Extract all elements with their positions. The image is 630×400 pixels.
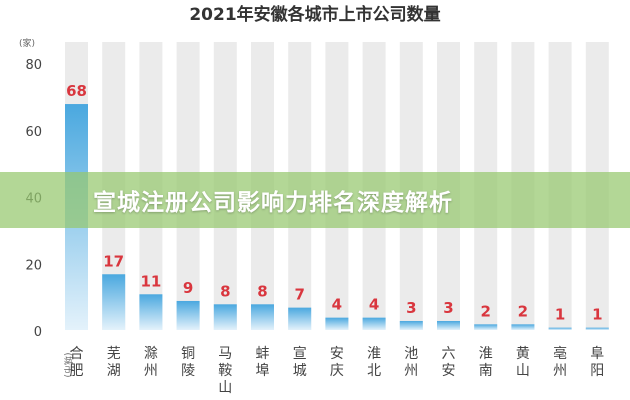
title-banner: 宣城注册公司影响力排名深度解析	[0, 172, 630, 228]
category-label: 马鞍山	[218, 346, 232, 396]
bar-芜湖	[102, 274, 126, 330]
category-label: 黄山	[516, 345, 530, 379]
y-tick-label: 60	[25, 125, 42, 140]
category-label: 安庆	[330, 346, 344, 379]
category-label: 阜阳	[590, 345, 604, 379]
bar-马鞍山	[213, 304, 237, 330]
value-label: 7	[294, 286, 304, 304]
value-label: 3	[406, 299, 416, 317]
category-label: 淮北	[367, 346, 381, 379]
bar-六安	[437, 320, 460, 330]
value-label: 1	[555, 306, 565, 324]
banner-text: 宣城注册公司影响力排名深度解析	[93, 190, 453, 216]
value-label: 68	[66, 82, 87, 100]
category-label: 合肥	[70, 346, 84, 379]
value-label: 8	[257, 282, 267, 300]
chart-title: 2021年安徽各城市上市公司数量	[189, 4, 440, 25]
bar-淮南	[474, 324, 498, 330]
value-label: 4	[332, 296, 342, 314]
bar-淮北	[362, 317, 386, 330]
value-label: 4	[369, 296, 379, 314]
category-label: 芜湖	[107, 345, 121, 379]
value-label: 17	[103, 252, 124, 270]
category-label: 铜陵	[181, 346, 195, 379]
bar-蚌埠	[251, 304, 274, 330]
value-label: 8	[220, 282, 230, 300]
y-tick-label: 80	[25, 58, 42, 73]
value-label: 1	[592, 306, 602, 324]
category-label: 亳州	[553, 345, 567, 379]
bar-亳州	[548, 327, 572, 330]
value-label: 9	[183, 279, 193, 297]
bar-宣城	[288, 307, 312, 330]
bar-滁州	[139, 294, 163, 330]
value-label: 2	[480, 302, 490, 320]
value-label: 11	[140, 272, 161, 290]
x-axis-unit: (城市)	[62, 352, 74, 377]
category-label: 淮南	[479, 346, 493, 379]
bar-阜阳	[585, 327, 609, 330]
y-axis-unit: (家)	[19, 37, 35, 49]
bar-铜陵	[176, 300, 200, 330]
category-label: 蚌埠	[256, 346, 270, 379]
category-label: 六安	[442, 346, 456, 379]
value-label: 3	[443, 299, 453, 317]
category-label: 宣城	[293, 346, 307, 379]
value-label: 2	[518, 302, 528, 320]
y-tick-label: 20	[25, 258, 42, 273]
bar-池州	[399, 320, 423, 330]
bar-安庆	[325, 317, 349, 330]
category-label: 池州	[404, 346, 418, 379]
bar-黄山	[511, 324, 535, 330]
category-label: 滁州	[144, 346, 158, 379]
y-tick-label: 0	[34, 325, 42, 340]
